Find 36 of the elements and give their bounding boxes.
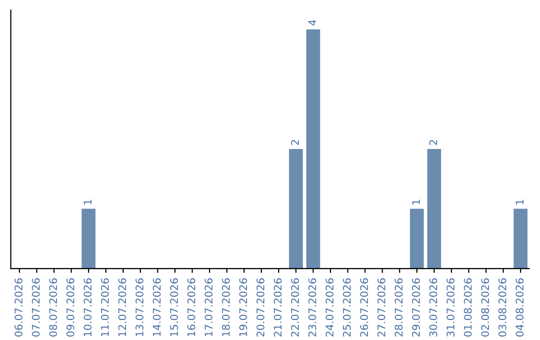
x-tick-label: 22.07.2026 xyxy=(291,278,299,337)
data-label: 1 xyxy=(516,200,524,204)
x-tick-label: 23.07.2026 xyxy=(308,278,316,337)
x-tick-label: 10.07.2026 xyxy=(84,278,92,336)
data-label: 4 xyxy=(308,20,316,26)
x-tick-label: 15.07.2026 xyxy=(170,278,178,336)
x-tick-label: 20.07.2026 xyxy=(256,278,264,337)
x-tick-label: 19.07.2026 xyxy=(239,278,248,336)
x-tick-label: 25.07.2026 xyxy=(342,278,351,337)
x-tick-label: 09.07.2026 xyxy=(66,278,74,337)
x-tick-label: 26.07.2026 xyxy=(360,278,368,337)
x-tick-label: 14.07.2026 xyxy=(152,278,161,336)
data-label: 1 xyxy=(84,200,92,204)
data-label: 2 xyxy=(291,140,299,145)
x-tick-label: 02.08.2026 xyxy=(481,278,490,337)
x-tick-label: 29.07.2026 xyxy=(412,278,420,337)
x-tick-label: 03.08.2026 xyxy=(498,278,506,337)
x-tick-label: 16.07.2026 xyxy=(187,278,196,336)
data-label: 1 xyxy=(412,200,420,204)
x-tick-label: 31.07.2026 xyxy=(446,278,454,336)
x-tick-label: 06.07.2026 xyxy=(14,278,22,337)
x-tick-label: 12.07.2026 xyxy=(118,278,126,336)
x-tick-label: 08.07.2026 xyxy=(49,278,58,337)
x-tick-label: 28.07.2026 xyxy=(394,278,403,337)
x-tick-label: 11.07.2026 xyxy=(100,278,109,336)
x-tick-label: 17.07.2026 xyxy=(204,278,213,336)
data-label: 2 xyxy=(429,140,438,145)
x-tick-label: 27.07.2026 xyxy=(377,278,386,337)
x-tick-label: 13.07.2026 xyxy=(136,278,144,336)
x-tick-label: 21.07.2026 xyxy=(274,278,282,337)
x-tick-label: 04.08.2026 xyxy=(516,278,524,337)
x-tick-label: 07.07.2026 xyxy=(32,278,40,337)
x-tick-label: 24.07.2026 xyxy=(326,278,334,337)
x-tick-label: 01.08.2026 xyxy=(464,278,472,337)
x-tick-label: 30.07.2026 xyxy=(429,278,438,336)
x-tick-label: 18.07.2026 xyxy=(222,278,230,336)
